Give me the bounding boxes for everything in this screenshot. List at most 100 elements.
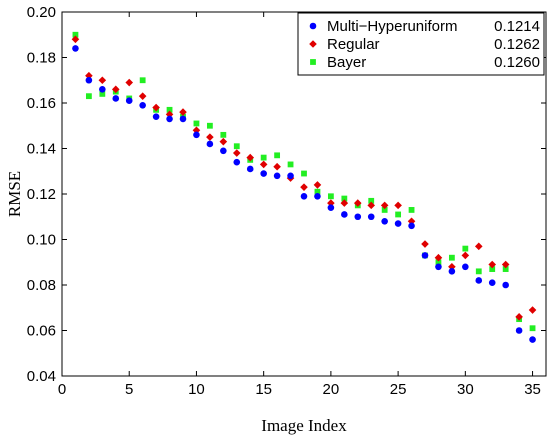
data-point bbox=[192, 126, 201, 135]
data-point bbox=[139, 101, 146, 109]
data-point bbox=[434, 253, 443, 262]
data-point bbox=[408, 207, 415, 213]
x-tick-label: 35 bbox=[524, 381, 541, 398]
data-point bbox=[313, 181, 322, 189]
data-point bbox=[260, 154, 267, 161]
legend-marker bbox=[310, 59, 316, 65]
data-point bbox=[475, 277, 483, 284]
data-point bbox=[232, 149, 241, 157]
y-tick-label: 0.14 bbox=[27, 141, 56, 158]
data-point bbox=[367, 201, 376, 210]
data-point bbox=[515, 313, 523, 321]
y-tick-label: 0.06 bbox=[27, 323, 56, 340]
data-point bbox=[407, 217, 416, 226]
data-point bbox=[448, 263, 456, 271]
x-axis-title: Image Index bbox=[261, 416, 347, 435]
data-point bbox=[179, 108, 187, 116]
data-point bbox=[314, 192, 321, 200]
data-point bbox=[435, 263, 442, 271]
data-point bbox=[380, 201, 389, 210]
data-point bbox=[502, 281, 509, 289]
data-point bbox=[152, 113, 160, 120]
y-axis-title: RMSE bbox=[5, 171, 24, 217]
data-point bbox=[394, 220, 402, 227]
data-point bbox=[474, 242, 483, 251]
data-point bbox=[138, 92, 147, 100]
data-point bbox=[219, 137, 228, 146]
data-point bbox=[408, 222, 415, 230]
data-point bbox=[300, 183, 308, 191]
data-point bbox=[462, 245, 469, 252]
data-point bbox=[273, 162, 281, 171]
x-tick-label: 0 bbox=[58, 381, 66, 398]
data-point bbox=[193, 120, 200, 127]
data-points bbox=[71, 31, 537, 343]
data-point bbox=[501, 260, 510, 269]
data-point bbox=[206, 133, 214, 141]
data-point bbox=[489, 266, 496, 272]
data-point bbox=[488, 260, 497, 269]
data-point bbox=[395, 211, 402, 218]
legend-series-name: Bayer bbox=[327, 54, 366, 71]
data-point bbox=[314, 188, 321, 195]
data-point bbox=[152, 103, 160, 112]
x-tick-label: 5 bbox=[125, 381, 133, 398]
x-tick-label: 25 bbox=[390, 381, 407, 398]
y-tick-label: 0.08 bbox=[27, 277, 56, 294]
legend: Multi−Hyperuniform 0.1214 Regular 0.1262 Bay… bbox=[297, 12, 545, 76]
y-tick-label: 0.16 bbox=[27, 95, 56, 112]
data-point bbox=[179, 115, 187, 123]
data-point bbox=[381, 207, 388, 213]
data-point bbox=[341, 211, 348, 218]
x-tick-label: 20 bbox=[323, 381, 340, 398]
legend-marker bbox=[309, 40, 317, 48]
data-point bbox=[125, 78, 134, 87]
legend-box bbox=[297, 12, 545, 76]
data-point bbox=[233, 143, 240, 150]
data-point bbox=[220, 147, 227, 155]
y-tick-label: 0.20 bbox=[27, 4, 56, 21]
series-regular bbox=[71, 35, 537, 321]
data-point bbox=[341, 195, 348, 202]
data-point bbox=[367, 213, 375, 221]
data-point bbox=[99, 86, 106, 93]
data-point bbox=[206, 140, 214, 148]
data-point bbox=[529, 325, 536, 332]
data-point bbox=[394, 201, 402, 210]
legend-series-value: 0.1214 bbox=[494, 18, 540, 35]
data-point bbox=[327, 193, 334, 200]
data-point bbox=[462, 263, 469, 271]
data-point bbox=[112, 95, 120, 102]
data-point bbox=[193, 131, 200, 139]
data-point bbox=[448, 268, 456, 275]
data-point bbox=[529, 336, 536, 343]
series-multi-hyperuniform bbox=[72, 45, 536, 343]
x-tick-label: 30 bbox=[457, 381, 474, 398]
legend-series-name: Regular bbox=[327, 36, 380, 53]
legend-marker bbox=[309, 22, 317, 30]
data-point bbox=[246, 153, 255, 162]
data-point bbox=[165, 110, 174, 119]
data-point bbox=[260, 170, 267, 177]
data-point bbox=[273, 172, 281, 180]
data-point bbox=[246, 165, 254, 173]
data-point bbox=[166, 115, 173, 123]
data-point bbox=[354, 213, 362, 221]
data-point bbox=[72, 45, 79, 52]
data-point bbox=[139, 77, 146, 84]
data-point bbox=[421, 240, 429, 248]
data-point bbox=[259, 160, 268, 169]
data-point bbox=[381, 218, 388, 225]
data-point bbox=[287, 161, 294, 168]
data-point bbox=[368, 197, 375, 204]
data-point bbox=[301, 170, 307, 177]
data-point bbox=[233, 158, 241, 166]
data-point bbox=[435, 259, 442, 266]
data-point bbox=[502, 266, 509, 272]
data-point bbox=[111, 85, 120, 94]
data-point bbox=[99, 91, 106, 97]
legend-series-value: 0.1260 bbox=[494, 54, 540, 71]
y-tick-label: 0.18 bbox=[27, 50, 56, 67]
data-point bbox=[98, 76, 107, 85]
